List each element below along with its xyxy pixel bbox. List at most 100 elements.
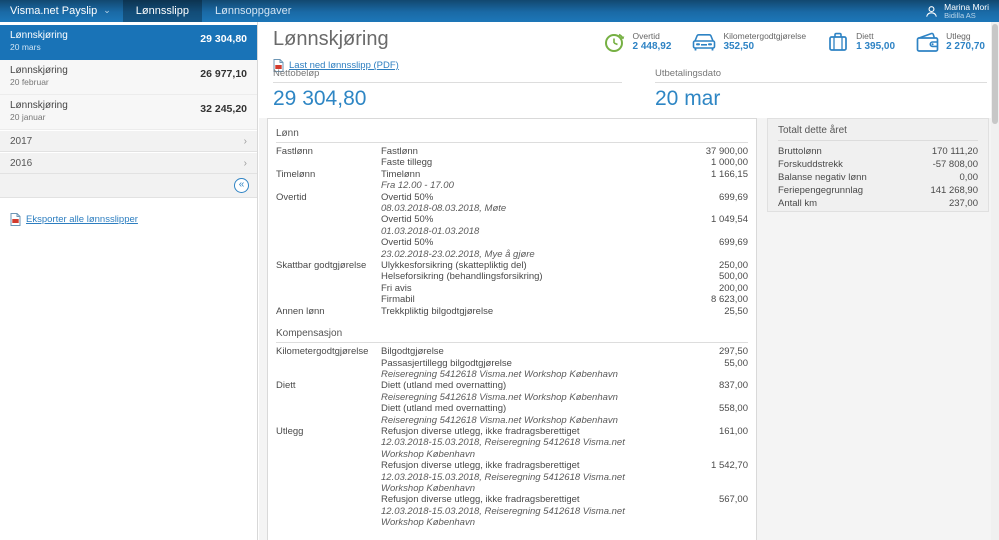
statement-row: Overtid Overtid 50% 699,69 — [276, 192, 748, 203]
row-description: 23.02.2018-23.02.2018, Mye å gjøre — [381, 248, 535, 260]
totals-title: Totalt dette året — [778, 125, 978, 141]
row-value: 250,00 — [718, 260, 748, 272]
row-category: Utlegg — [276, 425, 304, 437]
stat-label: Kilometergodtgjørelse — [723, 31, 807, 41]
statement-row: Fra 12.00 - 17.00 — [276, 180, 748, 191]
statement-row: 01.03.2018-01.03.2018 — [276, 226, 748, 237]
totals-row: Forskuddstrekk -57 808,00 — [778, 158, 978, 171]
payout-date-block: Utbetalingsdato 20 mar — [655, 68, 987, 111]
row-category — [276, 506, 381, 529]
row-category — [276, 283, 381, 294]
totals-label: Antall km — [778, 198, 818, 209]
year-row-2017[interactable]: 2017 › — [0, 130, 257, 152]
payslip-item-februar[interactable]: Lønnskjøring 20 februar 26 977,10 — [0, 60, 257, 95]
tab-lonnsoppgaver[interactable]: Lønnsoppgaver — [214, 5, 292, 17]
car-icon — [691, 31, 717, 53]
row-description: Trekkpliktig bilgodtgjørelse — [381, 305, 494, 317]
row-description: Overtid 50% — [381, 237, 434, 249]
totals-value: 0,00 — [959, 172, 979, 183]
row-value — [658, 369, 748, 380]
user-menu[interactable]: Marina Mori Bidilla AS — [915, 0, 999, 22]
row-category — [276, 460, 381, 471]
row-value: 1 542,70 — [711, 460, 748, 472]
year-row-2016[interactable]: 2016 › — [0, 152, 257, 174]
statement-row: Utlegg Refusjon diverse utlegg, ikke frad… — [276, 426, 748, 437]
row-description: Refusjon diverse utlegg, ikke fradragsbe… — [381, 425, 580, 437]
totals-label: Bruttolønn — [778, 146, 822, 157]
row-category — [276, 237, 381, 248]
content-area: Lønn Fastlønn Fastlønn 37 900,00 Faste tille… — [259, 118, 999, 540]
row-value — [658, 226, 748, 237]
pdf-icon — [10, 213, 21, 226]
row-value: 8 623,00 — [711, 294, 748, 306]
stat-value: 352,50 — [723, 41, 755, 52]
page-title: Lønnskjøring — [273, 28, 389, 50]
row-description: 12.03.2018-15.03.2018, Reiseregning 5412… — [381, 505, 625, 529]
vertical-scrollbar — [991, 22, 999, 540]
stat-kilometergodtgjorelse: Kilometergodtgjørelse 352,50 — [691, 30, 806, 54]
chevron-down-icon: ⌄ — [103, 4, 111, 15]
row-value: 500,00 — [718, 271, 748, 283]
stat-label: Utlegg — [946, 31, 971, 41]
statement-row: Fastlønn Fastlønn 37 900,00 — [276, 146, 748, 157]
totals-label: Feriepengegrunnlag — [778, 185, 864, 196]
row-value — [658, 472, 748, 495]
row-value — [658, 506, 748, 529]
row-description: 08.03.2018-08.03.2018, Møte — [381, 203, 507, 215]
collapse-sidebar-button[interactable]: « — [234, 178, 249, 193]
statement-row: Reiseregning 5412618 Visma.net Workshop … — [276, 369, 748, 380]
row-description: Passasjertillegg bilgodtgjørelse — [381, 357, 512, 369]
row-value — [658, 203, 748, 214]
statement-row: 12.03.2018-15.03.2018, Reiseregning 5412… — [276, 506, 748, 529]
download-payslip-link[interactable]: Last ned lønnsslipp (PDF) — [289, 60, 399, 71]
topbar: Visma.net Payslip ⌄ Lønnsslipp Lønnsoppg… — [0, 0, 999, 22]
payslip-item-januar[interactable]: Lønnskjøring 20 januar 32 245,20 — [0, 95, 257, 130]
row-description: Reiseregning 5412618 Visma.net Workshop … — [381, 414, 618, 426]
net-amount-label: Nettobeløp — [273, 68, 622, 83]
row-value: 1 049,54 — [711, 214, 748, 226]
row-category — [276, 472, 381, 495]
row-value: 200,00 — [718, 282, 748, 294]
statement-row: Skattbar godtgjørelse Ulykkesforsikring (… — [276, 260, 748, 271]
payslip-item-mars[interactable]: Lønnskjøring 20 mars 29 304,80 — [0, 25, 257, 60]
row-category — [276, 437, 381, 460]
row-description: Reiseregning 5412618 Visma.net Workshop … — [381, 391, 618, 403]
statement-row: Refusjon diverse utlegg, ikke fradragsbe… — [276, 494, 748, 505]
wallet-icon — [915, 31, 940, 54]
year-totals-panel: Totalt dette året Bruttolønn 170 111,20 … — [767, 118, 989, 212]
statement-row: Helseforsikring (behandlingsforsikring) 5… — [276, 271, 748, 282]
net-amount-value: 29 304,80 — [273, 87, 367, 110]
scrollbar-thumb[interactable] — [992, 24, 998, 124]
statement-row: 12.03.2018-15.03.2018, Reiseregning 5412… — [276, 472, 748, 495]
tab-lonnsslipp[interactable]: Lønnsslipp — [122, 0, 202, 22]
row-description: Overtid 50% — [381, 214, 434, 226]
row-category — [276, 271, 381, 282]
main-header: Lønnskjøring Last ned lønnsslipp (PDF) O… — [259, 22, 999, 118]
totals-row: Balanse negativ lønn 0,00 — [778, 171, 978, 184]
row-category — [276, 392, 381, 403]
statement-row: Diett (utland med overnatting) 558,00 — [276, 403, 748, 414]
statement-row: Reiseregning 5412618 Visma.net Workshop … — [276, 392, 748, 403]
payslip-title: Lønnskjøring — [10, 100, 68, 111]
stat-utlegg: Utlegg 2 270,70 — [915, 30, 985, 54]
app-menu[interactable]: Visma.net Payslip ⌄ — [0, 0, 123, 22]
statement-row: 08.03.2018-08.03.2018, Møte — [276, 203, 748, 214]
stat-value: 2 270,70 — [946, 41, 985, 52]
sidebar-collapse-row: « — [0, 174, 257, 198]
statement-row: Refusjon diverse utlegg, ikke fradragsbe… — [276, 460, 748, 471]
export-all-payslips-link[interactable]: Eksporter alle lønnsslipper — [26, 214, 138, 225]
row-value: 837,00 — [718, 380, 748, 392]
statement-row: Overtid 50% 699,69 — [276, 237, 748, 248]
suitcase-icon — [826, 30, 850, 54]
row-category — [276, 180, 381, 191]
row-description: Refusjon diverse utlegg, ikke fradragsbe… — [381, 460, 580, 472]
payout-date-value: 20 mar — [655, 87, 721, 110]
totals-value: -57 808,00 — [932, 159, 978, 170]
statement-row: 23.02.2018-23.02.2018, Mye å gjøre — [276, 249, 748, 260]
statement-row: Timelønn Timelønn 1 166,15 — [276, 169, 748, 180]
row-value: 1 166,15 — [711, 168, 748, 180]
statement-row: Annen lønn Trekkpliktig bilgodtgjørelse 25… — [276, 306, 748, 317]
stat-value: 2 448,92 — [632, 41, 672, 52]
row-category — [276, 249, 381, 260]
row-value — [658, 437, 748, 460]
